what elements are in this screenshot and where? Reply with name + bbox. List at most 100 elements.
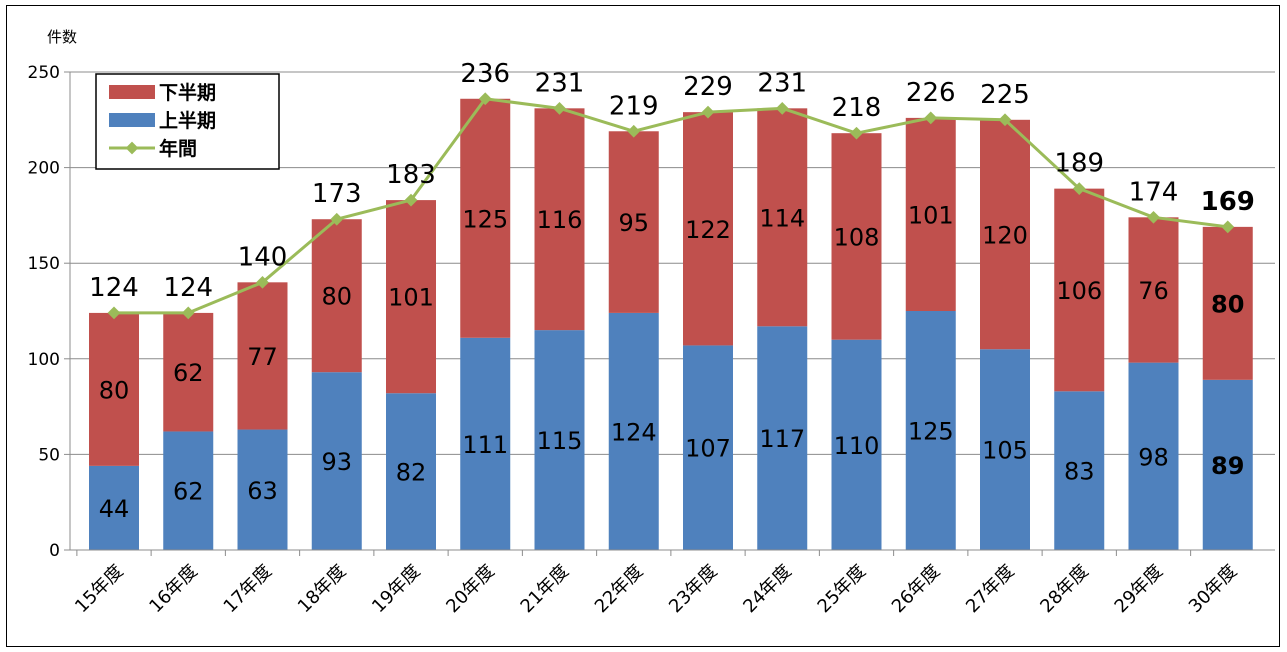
x-tick-label: 15年度 (71, 561, 128, 618)
bar-上半期 (757, 326, 808, 550)
x-tick-label: 17年度 (220, 561, 277, 618)
x-tick-label: 19年度 (368, 561, 425, 618)
data-label-下半期: 108 (834, 223, 880, 251)
data-label-上半期: 105 (982, 437, 1028, 465)
data-label-上半期: 63 (247, 477, 278, 505)
x-tick-label: 18年度 (294, 561, 351, 618)
x-tick-label: 28年度 (1036, 561, 1093, 618)
data-label-下半期: 62 (173, 359, 204, 387)
legend-label-下半期: 下半期 (159, 81, 216, 104)
data-label-年間: 219 (609, 91, 659, 121)
data-label-上半期: 44 (99, 495, 130, 523)
bar-下半期 (683, 112, 733, 346)
bar-上半期 (1054, 391, 1105, 550)
data-label-年間: 174 (1129, 177, 1179, 207)
data-label-年間: 229 (683, 72, 733, 102)
bar-上半期 (608, 312, 659, 550)
x-tick-label: 29年度 (1111, 561, 1168, 618)
total-labels: 124 124 140 173 183 236 231 219 229 231 218 226 225 1… (89, 59, 1255, 303)
data-label-上半期: 115 (537, 427, 583, 455)
bar-下半期 (905, 117, 956, 311)
line-marker-年間 (404, 193, 418, 207)
bars (89, 98, 1253, 550)
bar-上半期 (831, 339, 882, 550)
data-label-上半期: 62 (173, 478, 204, 506)
bar-上半期 (386, 393, 436, 550)
data-label-上半期: 82 (396, 459, 427, 487)
chart-frame: 0 50 100 150 200 250 件数 44 80 62 62 63 77 93 80 82 101… (6, 5, 1280, 647)
x-axis: 15年度 16年度 17年度 18年度 19年度 20年度 21年度 22年度 23年度 24年度… (70, 549, 1275, 618)
data-label-下半期: 114 (759, 204, 805, 232)
data-label-上半期: 124 (611, 418, 657, 446)
data-label-年間: 140 (238, 242, 288, 272)
bar-下半期 (608, 131, 659, 313)
data-label-上半期: 117 (759, 425, 805, 453)
data-label-年間: 231 (535, 68, 585, 98)
segment-labels: 44 80 62 62 63 77 93 80 82 101 111 125 115 116 124 95 10… (99, 201, 1245, 522)
data-label-下半期: 80 (1211, 290, 1244, 318)
y-axis-label: 件数 (47, 28, 77, 46)
legend-marker-年間 (125, 141, 139, 155)
data-label-下半期: 77 (247, 343, 278, 371)
legend-label-年間: 年間 (159, 137, 197, 160)
data-label-下半期: 76 (1138, 277, 1169, 305)
bar-上半期 (237, 429, 288, 550)
bar-下半期 (163, 312, 214, 432)
bar-上半期 (460, 337, 511, 550)
bar-下半期 (89, 312, 139, 466)
x-tick-label: 16年度 (145, 561, 202, 618)
data-label-上半期: 125 (908, 418, 954, 446)
bar-下半期 (1202, 226, 1253, 380)
data-label-年間: 169 (1201, 187, 1255, 217)
data-label-下半期: 125 (462, 205, 508, 233)
bar-上半期 (683, 345, 733, 550)
x-tick-label: 26年度 (888, 561, 945, 618)
bar-上半期 (163, 431, 214, 550)
data-label-年間: 226 (906, 78, 956, 108)
data-label-年間: 236 (460, 59, 510, 89)
y-tick-label: 50 (38, 445, 60, 465)
bar-下半期 (386, 200, 436, 394)
line-marker-年間 (107, 306, 121, 320)
bar-上半期 (1128, 362, 1179, 550)
bar-下半期 (237, 282, 288, 430)
bar-上半期 (905, 311, 956, 550)
data-label-上半期: 93 (321, 448, 352, 476)
line-marker-年間 (478, 92, 492, 106)
bar-下半期 (757, 108, 808, 327)
data-label-上半期: 89 (1211, 452, 1244, 480)
x-tick-label: 22年度 (591, 561, 648, 618)
y-axis-ticks: 0 50 100 150 200 250 (28, 63, 60, 561)
bar-上半期 (980, 349, 1030, 550)
data-label-下半期: 106 (1056, 277, 1102, 305)
bar-下半期 (1128, 217, 1179, 363)
y-tick-label: 100 (28, 350, 60, 370)
x-tick-label: 27年度 (962, 561, 1019, 618)
line-marker-年間 (330, 212, 344, 226)
y-tick-label: 250 (28, 63, 60, 83)
data-label-年間: 124 (89, 273, 139, 303)
data-label-上半期: 98 (1138, 443, 1169, 471)
data-label-年間: 183 (386, 160, 436, 190)
data-label-上半期: 107 (685, 435, 731, 463)
bar-上半期 (534, 330, 585, 550)
x-tick-label: 20年度 (442, 561, 499, 618)
bar-下半期 (460, 98, 511, 338)
chart-svg: 0 50 100 150 200 250 件数 44 80 62 62 63 77 93 80 82 101… (28, 28, 1275, 618)
data-label-下半期: 95 (618, 209, 649, 237)
x-tick-label: 24年度 (739, 561, 796, 618)
y-tick-label: 0 (49, 541, 60, 561)
data-label-下半期: 80 (99, 376, 130, 404)
data-label-年間: 231 (757, 68, 807, 98)
data-label-下半期: 122 (685, 216, 731, 244)
line-marker-年間 (256, 275, 269, 289)
data-label-年間: 225 (980, 80, 1030, 110)
bar-上半期 (1202, 379, 1253, 550)
data-label-年間: 218 (832, 93, 882, 123)
data-label-下半期: 120 (982, 222, 1028, 250)
line-年間 (114, 97, 1228, 315)
bar-上半期 (89, 465, 139, 550)
data-label-上半期: 83 (1064, 458, 1095, 486)
legend-label-上半期: 上半期 (159, 109, 216, 132)
line-marker-年間 (181, 306, 195, 320)
